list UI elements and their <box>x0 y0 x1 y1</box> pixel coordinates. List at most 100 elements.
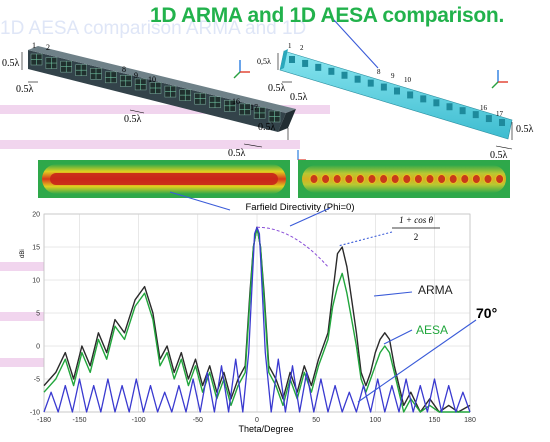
aesa-element <box>433 99 440 107</box>
arma-element-label-16: 16 <box>232 97 240 106</box>
x-tick-label: -150 <box>72 417 86 424</box>
aesa-field-heatmap <box>298 160 510 198</box>
formula-denominator: 2 <box>414 232 419 242</box>
series-envelope <box>256 226 329 268</box>
aesa-dim-spacing: 0.5λ <box>290 92 308 103</box>
aesa-heat-spot <box>402 174 412 184</box>
arma-element <box>253 107 266 119</box>
aesa-heat-spot <box>413 174 423 184</box>
arrow-angle <box>357 319 477 403</box>
arma-dim-arrows <box>21 52 289 148</box>
aesa-heat-spot <box>495 174 505 184</box>
aesa-dim-end-width: 0.5λ <box>490 150 508 161</box>
aesa-element <box>446 103 453 111</box>
aesa-element <box>289 56 295 63</box>
aesa-element-label-10: 10 <box>404 76 412 84</box>
arma-element <box>239 103 251 116</box>
aesa-heat-spot <box>309 174 319 184</box>
legend-aesa: AESA <box>416 323 448 337</box>
y-tick-label: 0 <box>36 344 40 351</box>
figure-title: 1D ARMA and 1D AESA comparison. <box>150 4 504 27</box>
arrow-aesa-label <box>383 329 413 345</box>
arma-element-label-2: 2 <box>46 43 50 52</box>
aesa-element <box>499 119 505 126</box>
arma-element-label-17: 17 <box>250 103 258 112</box>
aesa-element-label-2: 2 <box>300 44 304 52</box>
aesa-heat-spot <box>483 174 493 184</box>
aesa-dim-end-height: 0.5λ <box>516 124 534 135</box>
aesa-array-bar <box>279 50 513 140</box>
series-line-arma <box>43 226 471 413</box>
arma-element-label-9: 9 <box>134 71 138 80</box>
y-tick-label: -5 <box>34 377 40 384</box>
arma-element <box>179 89 191 101</box>
aesa-element-label-1: 1 <box>288 42 292 50</box>
arma-axis-triad-icon <box>233 60 250 79</box>
aesa-element <box>485 115 492 123</box>
arma-element <box>164 85 177 98</box>
arrow-arma-label <box>373 291 413 297</box>
y-tick-label: -10 <box>30 410 40 417</box>
chart-title: Farfield Directivity (Phi=0) <box>245 202 354 213</box>
angle-annotation: 70° <box>476 305 497 321</box>
arma-element <box>30 53 43 66</box>
envelope-dashed <box>337 231 393 247</box>
aesa-heat-spot <box>390 174 400 184</box>
y-tick-label: 20 <box>32 212 40 219</box>
aesa-element-label-8: 8 <box>377 68 381 76</box>
x-axis-label: Theta/Degree <box>238 424 293 434</box>
farfield-chart: -180 -150 -100 -50 0 50 100 150 180 20151050-5-1… <box>20 202 497 434</box>
arma-element <box>75 64 87 76</box>
arma-element <box>268 110 281 123</box>
arma-element <box>149 82 162 94</box>
arma-array-dims: 0.5λ 0.5λ 0.5λ 0.5λ 0.5λ <box>2 58 276 159</box>
aesa-element <box>302 59 309 67</box>
x-tick-label: -100 <box>132 417 146 424</box>
x-tick-label: 100 <box>369 417 381 424</box>
aesa-dim-arrows <box>277 53 513 150</box>
aesa-heat-spot <box>471 174 481 184</box>
x-tick-label: 150 <box>429 417 441 424</box>
aesa-heat-spot <box>344 174 354 184</box>
arma-dim-end-width: 0.5λ <box>228 148 246 159</box>
arrow-title-to-arma-heatmap <box>169 191 231 211</box>
aesa-array-labels: 1 2 8 9 10 16 17 <box>288 42 504 118</box>
arma-array-top-face <box>28 46 296 113</box>
arma-element <box>120 75 132 87</box>
aesa-element-label-16: 16 <box>480 104 488 112</box>
x-tick-labels: -180 -150 -100 -50 0 50 100 150 180 <box>37 417 476 424</box>
aesa-element-label-9: 9 <box>391 72 395 80</box>
aesa-heat-spot <box>332 174 342 184</box>
aesa-array-dims: 0,5λ 0.5λ 0.5λ 0.5λ 0.5λ <box>257 57 534 161</box>
aesa-heat-spot <box>367 174 377 184</box>
aesa-element <box>315 63 322 71</box>
x-tick-label: 50 <box>312 417 320 424</box>
aesa-element <box>328 67 335 75</box>
chart-series <box>43 226 471 413</box>
arma-element-label-8: 8 <box>122 65 126 74</box>
arma-element <box>194 92 206 105</box>
aesa-element <box>459 107 466 115</box>
y-tick-label: 5 <box>36 311 40 318</box>
arma-dim-width: 0.5λ <box>16 84 34 95</box>
arma-dim-height: 0.5λ <box>2 58 20 69</box>
aesa-element <box>354 75 361 83</box>
ghost-band-2 <box>0 140 300 149</box>
formula-numerator: 1 + cos θ <box>399 215 433 225</box>
aesa-dim-width: 0.5λ <box>268 83 286 94</box>
y-tick-label: 10 <box>32 278 40 285</box>
aesa-element <box>472 111 479 119</box>
aesa-element <box>420 95 427 103</box>
aesa-heat-spot <box>437 174 447 184</box>
arma-array-diagram <box>28 46 296 132</box>
aesa-array-diagram <box>279 49 513 140</box>
annotation-arrows <box>169 19 477 403</box>
heatmap-axis-triad-icon <box>297 150 306 161</box>
arma-dim-spacing: 0.5λ <box>124 114 142 125</box>
aesa-element <box>407 91 414 99</box>
aesa-axis-triad-icon <box>491 70 508 89</box>
arma-element-label-10: 10 <box>148 75 156 84</box>
aesa-heat-spot <box>448 174 458 184</box>
aesa-array-side-face <box>280 49 288 70</box>
